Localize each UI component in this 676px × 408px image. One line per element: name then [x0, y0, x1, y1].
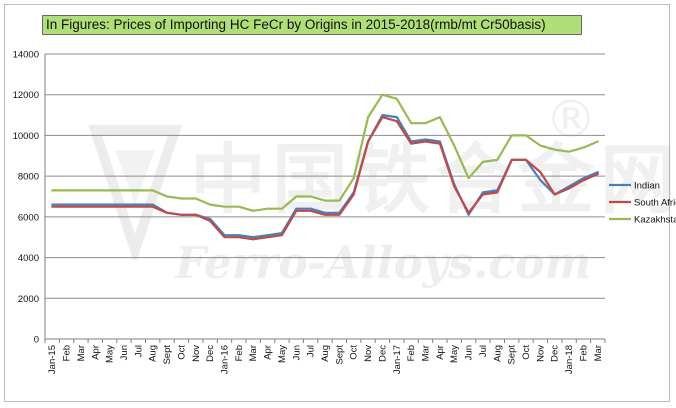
x-tick-label: May — [449, 345, 460, 363]
x-tick-label: Aug — [492, 345, 503, 362]
legend-label: Kazakhstan — [634, 215, 676, 226]
legend: Indian South Africa Kazakhstan — [609, 181, 676, 226]
x-tick-label: Aug — [148, 345, 159, 362]
y-tick-label: 0 — [34, 335, 39, 346]
x-tick-label: Jul — [306, 345, 317, 357]
y-tick-label: 2000 — [18, 294, 39, 305]
y-tick-label: 6000 — [18, 212, 39, 223]
x-tick-label: Sept — [507, 345, 518, 365]
y-tick-label: 8000 — [18, 172, 39, 183]
series-lines — [51, 93, 599, 241]
x-tick-label: May — [105, 345, 116, 363]
chart-title: In Figures: Prices of Importing HC FeCr … — [42, 15, 582, 35]
y-tick-label: 14000 — [13, 50, 39, 61]
x-tick-label: Jun — [291, 345, 302, 360]
x-tick-label: Mar — [248, 345, 259, 361]
x-tick-label: Dec — [377, 345, 388, 362]
legend-label: South Africa — [634, 198, 676, 209]
chart-frame — [4, 4, 670, 402]
x-tick-label: Jun — [464, 345, 475, 360]
x-tick-label: Oct — [521, 345, 532, 360]
series-line-south-africa — [51, 115, 599, 241]
x-tick-label: Jan-18 — [564, 345, 575, 374]
legend-label: Indian — [634, 181, 660, 192]
x-tick-label: Feb — [234, 345, 245, 361]
x-tick-label: Sept — [162, 345, 173, 365]
axes: 0 2000 4000 6000 8000 10000 12000 14000 Jan-15 Fe… — [13, 50, 606, 374]
x-tick-label: Feb — [62, 345, 73, 361]
x-tick-label: Oct — [349, 345, 360, 360]
x-tick-label: Apr — [263, 345, 274, 360]
series-line-kazakhstan — [51, 93, 599, 212]
x-tick-label: Nov — [535, 345, 546, 362]
x-tick-label: Mar — [593, 345, 604, 361]
x-tick-label: Jul — [133, 345, 144, 357]
x-tick-label: Feb — [406, 345, 417, 361]
x-tick-label: Jan-15 — [47, 345, 58, 374]
gridlines — [45, 53, 605, 340]
x-tick-label: May — [277, 345, 288, 363]
x-tick-label: Jul — [478, 345, 489, 357]
x-tick-label: Aug — [320, 345, 331, 362]
x-tick-label: Dec — [205, 345, 216, 362]
y-tick-label: 10000 — [13, 131, 39, 142]
x-tick-label: Mar — [421, 345, 432, 361]
x-tick-label: Jun — [119, 345, 130, 360]
x-tick-label: Feb — [578, 345, 589, 361]
x-tick-label: Apr — [435, 345, 446, 360]
y-tick-label: 4000 — [18, 253, 39, 264]
x-tick-label: Nov — [191, 345, 202, 362]
x-tick-label: Oct — [176, 345, 187, 360]
x-tick-label: Mar — [76, 345, 87, 361]
x-tick-label: Sept — [334, 345, 345, 365]
x-tick-label: Apr — [90, 345, 101, 360]
x-tick-label: Dec — [550, 345, 561, 362]
y-tick-label: 12000 — [13, 90, 39, 101]
x-tick-label: Jan-16 — [219, 345, 230, 374]
x-tick-label: Jan-17 — [392, 345, 403, 374]
x-tick-label: Nov — [363, 345, 374, 362]
